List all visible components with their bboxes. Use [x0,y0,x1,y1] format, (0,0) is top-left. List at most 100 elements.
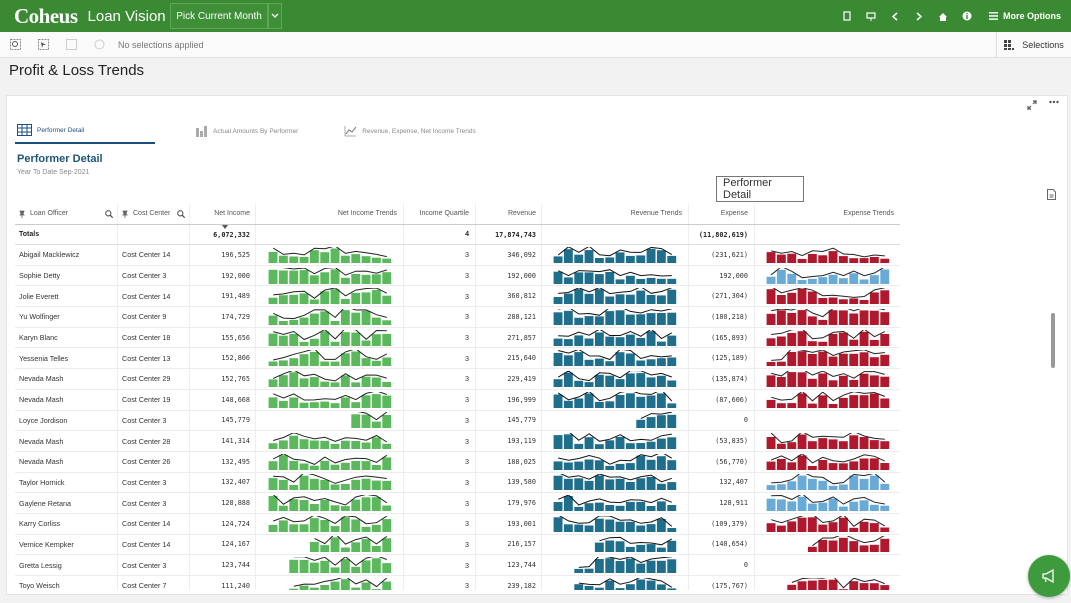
net-income-cell[interactable]: 123,744 [190,555,256,575]
cost-center-cell[interactable]: Cost Center 9 [118,307,190,327]
net-income-cell[interactable]: 155,656 [190,327,256,348]
previous-icon[interactable] [885,0,905,32]
table-row[interactable]: Abigail Macklewicz Cost Center 14 196,525 3… [15,245,900,266]
income-quartile-cell[interactable]: 3 [404,534,476,555]
income-quartile-cell[interactable]: 3 [404,389,476,410]
revenue-cell[interactable]: 196,999 [476,389,542,410]
expense-cell[interactable]: (125,189) [689,348,755,369]
col-revenue[interactable]: Revenue [476,203,542,224]
cost-center-cell[interactable]: Cost Center 18 [118,327,190,348]
officer-cell[interactable]: Nevada Mash [15,389,118,410]
cost-center-cell[interactable]: Cost Center 13 [118,348,190,369]
revenue-cell[interactable]: 360,812 [476,286,542,307]
table-row[interactable]: Sophie Detty Cost Center 3 192,000 3 192,000… [15,265,900,287]
revenue-cell[interactable]: 188,025 [476,451,542,472]
income-quartile-cell[interactable]: 3 [404,327,476,348]
expense-cell[interactable]: (231,621) [689,245,755,265]
pick-current-month-button[interactable]: Pick Current Month [170,3,268,29]
revenue-cell[interactable]: 239,182 [476,576,542,590]
col-net-income[interactable]: Net Income [190,203,256,224]
expense-cell[interactable]: (56,770) [689,451,755,472]
col-revenue-trends[interactable]: Revenue Trends [542,203,689,224]
expense-cell[interactable]: (53,835) [689,431,755,451]
expand-icon[interactable] [1027,100,1037,110]
income-quartile-cell[interactable]: 3 [404,513,476,534]
net-income-cell[interactable]: 152,765 [190,369,256,389]
col-net-income-trends[interactable]: Net Income Trends [256,203,404,224]
cost-center-cell[interactable]: Cost Center 29 [118,369,190,389]
col-expense[interactable]: Expense [689,203,755,224]
cost-center-cell[interactable]: Cost Center 3 [118,265,190,286]
expense-cell[interactable]: (109,379) [689,513,755,534]
col-loan-officer[interactable]: Loan Officer [15,203,118,224]
officer-cell[interactable]: Toyo Weisch [15,576,118,590]
table-row[interactable]: Nevada Mash Cost Center 19 148,668 3 196,999… [15,389,900,411]
expense-cell[interactable]: (140,654) [689,534,755,555]
cost-center-cell[interactable]: Cost Center 3 [118,555,190,575]
expense-cell[interactable]: 0 [689,555,755,575]
officer-cell[interactable]: Yu Wolfinger [15,307,118,327]
income-quartile-cell[interactable]: 3 [404,555,476,575]
cost-center-cell[interactable]: Cost Center 3 [118,472,190,493]
table-row[interactable]: Yessenia Telles Cost Center 13 152,806 3 215… [15,348,900,370]
net-income-cell[interactable]: 192,000 [190,265,256,286]
cost-center-cell[interactable]: Cost Center 28 [118,431,190,451]
revenue-cell[interactable]: 179,976 [476,493,542,513]
col-expense-trends[interactable]: Expense Trends [843,210,894,217]
cost-center-cell[interactable]: Cost Center 26 [118,451,190,472]
expense-cell[interactable]: 128,911 [689,493,755,513]
officer-cell[interactable]: Loyce Jordison [15,410,118,431]
scrollbar[interactable] [1051,313,1055,368]
table-row[interactable]: Karyn Blanc Cost Center 18 155,656 3 271,857… [15,327,900,349]
income-quartile-cell[interactable]: 3 [404,307,476,327]
officer-cell[interactable]: Gaylene Retana [15,493,118,513]
officer-cell[interactable]: Gretta Lessig [15,555,118,575]
officer-cell[interactable]: Abigail Macklewicz [15,245,118,265]
step-back-icon[interactable] [64,38,78,52]
expense-cell[interactable]: (271,304) [689,286,755,307]
net-income-cell[interactable]: 148,668 [190,389,256,410]
net-income-cell[interactable]: 132,407 [190,472,256,493]
bookmark-icon[interactable] [837,0,857,32]
cost-center-cell[interactable]: Cost Center 14 [118,245,190,265]
income-quartile-cell[interactable]: 3 [404,431,476,451]
revenue-cell[interactable]: 229,419 [476,369,542,389]
officer-cell[interactable]: Yessenia Telles [15,348,118,369]
more-options-button[interactable]: More Options [989,11,1061,21]
table-row[interactable]: Gaylene Retana Cost Center 3 128,888 3 179,9… [15,493,900,514]
next-icon[interactable] [909,0,929,32]
search-icon[interactable] [105,209,113,218]
net-income-cell[interactable]: 141,314 [190,431,256,451]
revenue-cell[interactable]: 193,119 [476,431,542,451]
table-row[interactable]: Nevada Mash Cost Center 26 132,495 3 188,025… [15,451,900,473]
officer-cell[interactable]: Taylor Hornick [15,472,118,493]
officer-cell[interactable]: Jolie Everett [15,286,118,307]
revenue-cell[interactable]: 216,157 [476,534,542,555]
revenue-cell[interactable]: 215,640 [476,348,542,369]
home-icon[interactable] [933,0,953,32]
feedback-button[interactable] [1028,555,1070,597]
more-menu-icon[interactable] [1049,100,1059,110]
revenue-cell[interactable]: 145,779 [476,410,542,431]
cost-center-cell[interactable]: Cost Center 19 [118,389,190,410]
revenue-cell[interactable]: 193,001 [476,513,542,534]
info-icon[interactable] [957,0,977,32]
officer-cell[interactable]: Nevada Mash [15,451,118,472]
tab-actual-amounts[interactable]: Actual Amounts By Performer [193,118,304,144]
income-quartile-cell[interactable]: 3 [404,369,476,389]
cost-center-cell[interactable]: Cost Center 3 [118,410,190,431]
revenue-cell[interactable]: 192,000 [476,265,542,286]
smart-search-icon[interactable] [8,38,22,52]
tab-trends[interactable]: Revenue, Expense, Net Income Trends [342,118,481,144]
presentation-icon[interactable] [861,0,881,32]
income-quartile-cell[interactable]: 3 [404,451,476,472]
col-cost-center[interactable]: Cost Center [118,203,190,224]
expense-cell[interactable]: (135,874) [689,369,755,389]
table-row[interactable]: Taylor Hornick Cost Center 3 132,407 3 139,5… [15,472,900,494]
export-icon[interactable] [1047,189,1056,200]
table-row[interactable]: Toyo Weisch Cost Center 7 111,240 3 239,182 (… [15,576,900,590]
cost-center-cell[interactable]: Cost Center 7 [118,576,190,590]
expense-cell[interactable]: (165,893) [689,327,755,348]
clear-selections-icon[interactable] [92,38,106,52]
revenue-cell[interactable]: 346,092 [476,245,542,265]
